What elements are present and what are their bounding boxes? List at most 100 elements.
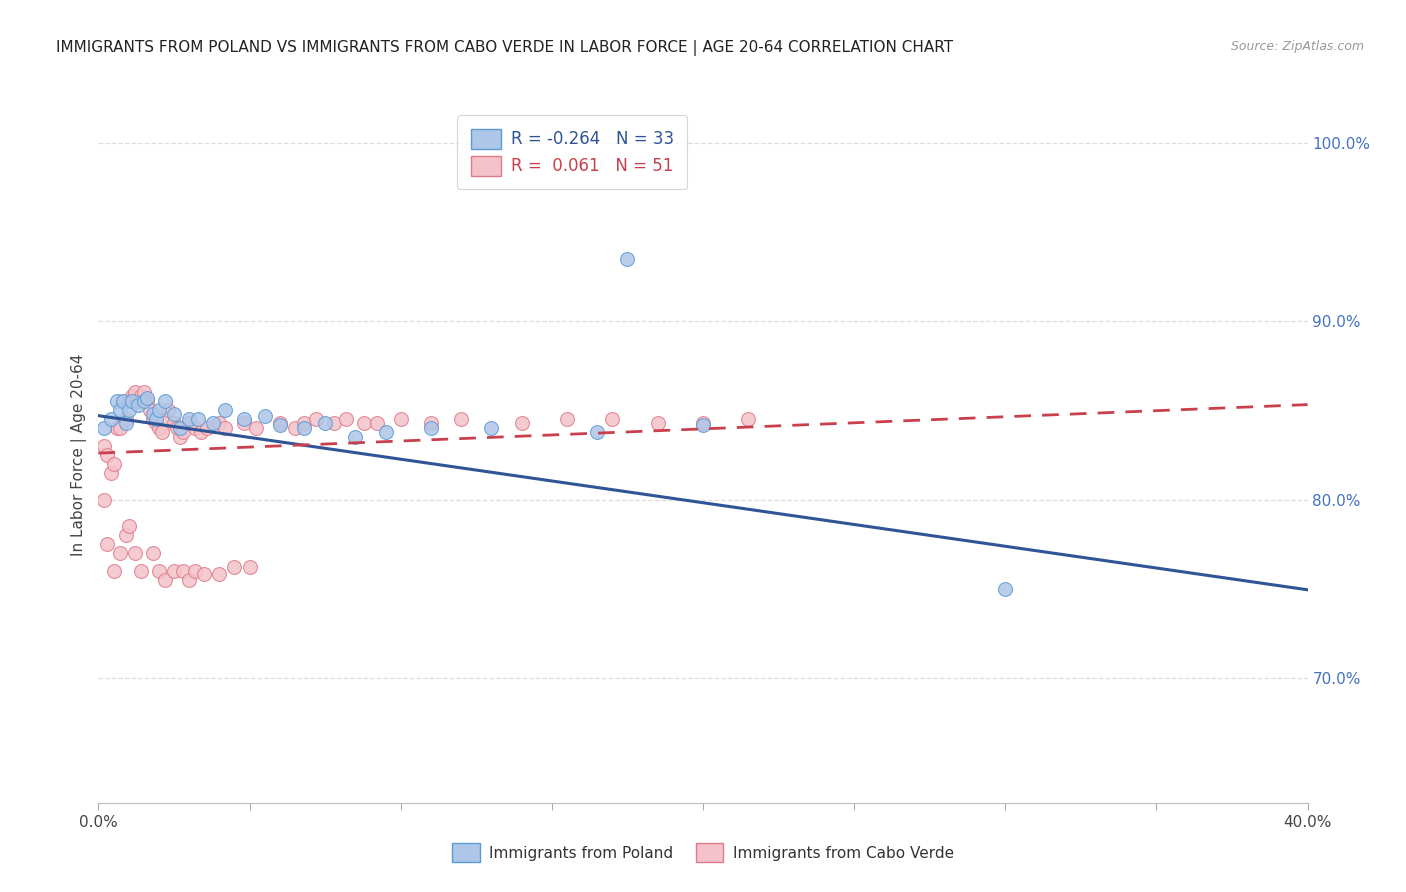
Point	[389, 412, 412, 426]
Point	[647, 416, 669, 430]
Point	[224, 560, 246, 574]
Point	[153, 412, 176, 426]
Point	[111, 394, 134, 409]
Y-axis label: In Labor Force | Age 20-64: In Labor Force | Age 20-64	[72, 354, 87, 556]
Point	[150, 425, 173, 439]
Point	[179, 416, 201, 430]
Point	[284, 421, 307, 435]
Point	[245, 421, 267, 435]
Point	[737, 412, 759, 426]
Point	[118, 403, 141, 417]
Point	[108, 403, 131, 417]
Point	[111, 394, 134, 409]
Point	[602, 412, 624, 426]
Point	[190, 425, 212, 439]
Point	[374, 425, 396, 439]
Point	[481, 421, 503, 435]
Point	[148, 421, 170, 435]
Point	[103, 457, 125, 471]
Point	[103, 564, 125, 578]
Point	[121, 394, 143, 409]
Point	[172, 564, 194, 578]
Point	[118, 519, 141, 533]
Point	[269, 416, 291, 430]
Point	[555, 412, 578, 426]
Point	[214, 421, 236, 435]
Point	[232, 416, 254, 430]
Point	[616, 252, 638, 266]
Point	[239, 560, 262, 574]
Point	[232, 412, 254, 426]
Point	[193, 567, 215, 582]
Point	[121, 389, 143, 403]
Point	[142, 407, 165, 421]
Point	[366, 416, 388, 430]
Point	[202, 416, 225, 430]
Point	[135, 394, 157, 409]
Point	[156, 403, 179, 417]
Point	[153, 573, 176, 587]
Point	[96, 537, 118, 551]
Point	[344, 430, 367, 444]
Point	[692, 416, 714, 430]
Point	[127, 394, 149, 409]
Point	[323, 416, 346, 430]
Legend: Immigrants from Poland, Immigrants from Cabo Verde: Immigrants from Poland, Immigrants from …	[446, 838, 960, 868]
Point	[114, 412, 136, 426]
Point	[179, 412, 201, 426]
Text: Source: ZipAtlas.com: Source: ZipAtlas.com	[1230, 40, 1364, 54]
Point	[93, 492, 115, 507]
Point	[108, 421, 131, 435]
Point	[292, 421, 315, 435]
Point	[292, 416, 315, 430]
Point	[208, 567, 231, 582]
Point	[163, 416, 186, 430]
Point	[132, 385, 155, 400]
Point	[124, 385, 146, 400]
Point	[510, 416, 533, 430]
Point	[420, 421, 443, 435]
Point	[153, 394, 176, 409]
Point	[169, 421, 191, 435]
Point	[994, 582, 1017, 596]
Point	[105, 421, 128, 435]
Point	[187, 412, 209, 426]
Point	[172, 425, 194, 439]
Point	[93, 421, 115, 435]
Point	[253, 409, 276, 423]
Point	[108, 546, 131, 560]
Point	[145, 416, 167, 430]
Point	[114, 416, 136, 430]
Point	[305, 412, 328, 426]
Point	[132, 394, 155, 409]
Point	[142, 546, 165, 560]
Point	[184, 421, 207, 435]
Text: IMMIGRANTS FROM POLAND VS IMMIGRANTS FROM CABO VERDE IN LABOR FORCE | AGE 20-64 : IMMIGRANTS FROM POLAND VS IMMIGRANTS FRO…	[56, 40, 953, 56]
Point	[100, 466, 122, 480]
Point	[169, 430, 191, 444]
Point	[166, 421, 188, 435]
Point	[118, 394, 141, 409]
Point	[100, 412, 122, 426]
Point	[163, 407, 186, 421]
Point	[148, 564, 170, 578]
Point	[353, 416, 375, 430]
Point	[586, 425, 609, 439]
Point	[184, 564, 207, 578]
Point	[114, 528, 136, 542]
Point	[124, 546, 146, 560]
Point	[142, 412, 165, 426]
Point	[214, 403, 236, 417]
Point	[96, 448, 118, 462]
Point	[139, 403, 162, 417]
Point	[105, 394, 128, 409]
Point	[129, 564, 152, 578]
Point	[129, 389, 152, 403]
Point	[692, 417, 714, 432]
Point	[208, 416, 231, 430]
Point	[450, 412, 472, 426]
Point	[163, 564, 186, 578]
Point	[135, 391, 157, 405]
Point	[148, 403, 170, 417]
Point	[314, 416, 336, 430]
